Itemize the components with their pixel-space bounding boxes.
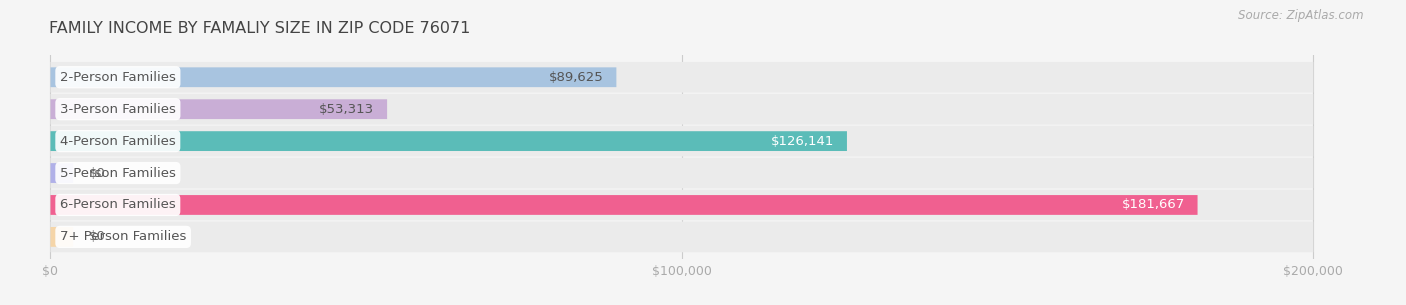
FancyBboxPatch shape — [51, 126, 1313, 156]
FancyBboxPatch shape — [51, 62, 1313, 93]
Text: $89,625: $89,625 — [548, 71, 603, 84]
Text: Source: ZipAtlas.com: Source: ZipAtlas.com — [1239, 9, 1364, 22]
Text: 7+ Person Families: 7+ Person Families — [60, 230, 187, 243]
Text: $53,313: $53,313 — [319, 103, 374, 116]
Text: $0: $0 — [89, 230, 105, 243]
FancyBboxPatch shape — [51, 67, 616, 87]
FancyBboxPatch shape — [51, 221, 1313, 252]
FancyBboxPatch shape — [51, 94, 1313, 124]
Text: 2-Person Families: 2-Person Families — [60, 71, 176, 84]
Text: $126,141: $126,141 — [770, 135, 834, 148]
Text: FAMILY INCOME BY FAMALIY SIZE IN ZIP CODE 76071: FAMILY INCOME BY FAMALIY SIZE IN ZIP COD… — [49, 21, 471, 36]
FancyBboxPatch shape — [51, 158, 1313, 188]
FancyBboxPatch shape — [51, 195, 1198, 215]
FancyBboxPatch shape — [51, 227, 73, 247]
Text: 3-Person Families: 3-Person Families — [60, 103, 176, 116]
Text: 6-Person Families: 6-Person Families — [60, 199, 176, 211]
FancyBboxPatch shape — [51, 163, 73, 183]
FancyBboxPatch shape — [51, 131, 846, 151]
FancyBboxPatch shape — [51, 190, 1313, 220]
Text: $0: $0 — [89, 167, 105, 180]
FancyBboxPatch shape — [51, 99, 387, 119]
Text: $181,667: $181,667 — [1122, 199, 1185, 211]
Text: 4-Person Families: 4-Person Families — [60, 135, 176, 148]
Text: 5-Person Families: 5-Person Families — [60, 167, 176, 180]
